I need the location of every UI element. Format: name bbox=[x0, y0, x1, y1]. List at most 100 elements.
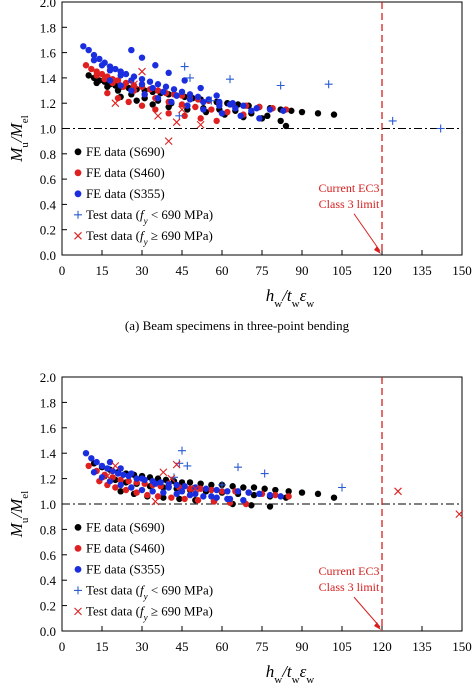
data-point bbox=[152, 480, 159, 487]
data-point bbox=[101, 75, 108, 83]
x-tick-label: 60 bbox=[216, 263, 229, 278]
data-point bbox=[90, 469, 98, 476]
data-point bbox=[85, 46, 92, 54]
y-tick-label: 1.0 bbox=[40, 122, 56, 137]
data-point bbox=[186, 485, 194, 492]
legend-item: FE data (S355) bbox=[74, 561, 165, 576]
data-point bbox=[104, 465, 111, 472]
legend-item: FE data (S690) bbox=[74, 519, 165, 534]
axis-label-part: /t bbox=[281, 286, 293, 305]
data-point bbox=[324, 80, 333, 89]
data-point bbox=[96, 55, 103, 63]
legend-label: Test data (fy ≥ 690 MPa) bbox=[86, 603, 213, 622]
data-point bbox=[229, 100, 236, 107]
data-point bbox=[111, 99, 120, 108]
series-2 bbox=[82, 450, 284, 504]
data-point bbox=[98, 70, 106, 78]
data-point bbox=[256, 115, 263, 122]
x-tick-label: 0 bbox=[59, 263, 66, 278]
data-point bbox=[165, 69, 172, 77]
legend-marker bbox=[74, 545, 82, 552]
y-tick-label: 1.2 bbox=[40, 96, 56, 111]
data-point bbox=[237, 112, 244, 120]
legend-item: Test data (fy < 690 MPa) bbox=[74, 207, 213, 226]
data-point bbox=[266, 491, 274, 499]
legend-marker bbox=[74, 231, 82, 240]
axis-label-part: w bbox=[306, 674, 314, 684]
data-point bbox=[200, 106, 207, 113]
data-point bbox=[213, 117, 220, 125]
data-point bbox=[181, 495, 188, 503]
data-point bbox=[224, 495, 231, 503]
data-point bbox=[149, 101, 156, 108]
axis-label-part: ε bbox=[300, 662, 307, 681]
data-point bbox=[90, 56, 98, 64]
data-point bbox=[149, 84, 156, 92]
data-point bbox=[93, 458, 100, 466]
data-point bbox=[208, 481, 215, 489]
y-tick-label: 2.0 bbox=[40, 370, 56, 385]
data-point bbox=[183, 461, 192, 470]
data-point bbox=[250, 491, 258, 499]
data-point bbox=[167, 474, 176, 483]
data-point bbox=[197, 115, 204, 122]
data-point bbox=[141, 91, 148, 98]
chart-panel-b: 0.0 0.2 0.4 0.6 0.8 1.0 1.2 1.4 1.6 1.8 2.0 0 15 30 45… bbox=[7, 370, 472, 684]
x-tick-label: 15 bbox=[96, 639, 109, 654]
y-tick-label: 1.4 bbox=[40, 446, 57, 461]
y-tick-label: 0.6 bbox=[40, 172, 57, 187]
data-point bbox=[168, 494, 175, 501]
data-point bbox=[218, 488, 226, 495]
data-point bbox=[114, 77, 122, 84]
data-point bbox=[196, 120, 205, 129]
data-point bbox=[256, 490, 263, 498]
data-point bbox=[120, 471, 127, 478]
data-point bbox=[112, 484, 119, 491]
data-point bbox=[180, 62, 189, 71]
data-point bbox=[98, 474, 106, 481]
data-point bbox=[298, 108, 306, 116]
legend: FE data (S690) FE data (S460) FE data (S35… bbox=[74, 519, 213, 622]
data-point bbox=[200, 98, 207, 106]
axis-label-part: M bbox=[7, 147, 26, 163]
x-tick-label: 45 bbox=[176, 263, 189, 278]
axis-label-part: h bbox=[266, 662, 275, 681]
y-tick-label: 0.4 bbox=[40, 197, 57, 212]
data-point bbox=[154, 87, 162, 94]
x-tick-label: 150 bbox=[452, 263, 472, 278]
legend-label: Test data (fy < 690 MPa) bbox=[86, 582, 213, 601]
data-point bbox=[194, 496, 202, 504]
data-point bbox=[176, 495, 183, 503]
series-3 bbox=[170, 446, 346, 492]
axis-label-part: w bbox=[306, 298, 314, 310]
series-2 bbox=[80, 43, 287, 122]
x-tick-label: 105 bbox=[332, 639, 352, 654]
legend-label: FE data (S460) bbox=[86, 540, 165, 555]
data-point bbox=[154, 81, 162, 88]
data-point bbox=[138, 486, 146, 494]
data-point bbox=[138, 75, 146, 83]
data-point bbox=[93, 79, 100, 87]
legend-label: Test data (fy ≥ 690 MPa) bbox=[86, 228, 213, 247]
data-point bbox=[80, 43, 87, 50]
legend-marker bbox=[74, 524, 82, 531]
data-point bbox=[197, 480, 204, 487]
data-point bbox=[245, 489, 252, 496]
data-point bbox=[388, 116, 397, 125]
legend-item: Test data (fy < 690 MPa) bbox=[74, 582, 213, 601]
ec3-limit-arrowhead bbox=[374, 246, 381, 254]
data-point bbox=[146, 78, 154, 85]
data-point bbox=[106, 458, 114, 466]
legend-label: FE data (S690) bbox=[86, 519, 165, 534]
y-tick-label: 1.0 bbox=[40, 497, 56, 512]
axis-label-part: u bbox=[19, 142, 31, 148]
data-point bbox=[178, 101, 186, 108]
y-tick-label: 0.0 bbox=[40, 624, 56, 639]
data-point bbox=[208, 493, 215, 500]
axis-label-part: w bbox=[274, 298, 282, 310]
data-point bbox=[234, 463, 242, 472]
data-point bbox=[175, 459, 184, 468]
data-point bbox=[138, 475, 146, 482]
data-point bbox=[111, 462, 120, 470]
data-point bbox=[117, 465, 124, 472]
